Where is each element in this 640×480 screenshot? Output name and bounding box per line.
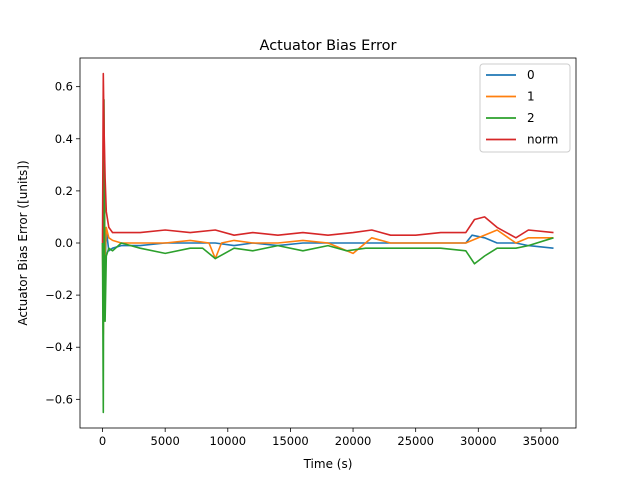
legend-label: 0	[527, 68, 535, 82]
x-tick-label: 5000	[151, 434, 180, 448]
y-tick-label: −0.2	[45, 288, 73, 302]
y-tick-label: 0.4	[55, 132, 73, 146]
legend-label: 2	[527, 111, 535, 125]
x-tick-label: 35000	[523, 434, 560, 448]
chart-title: Actuator Bias Error	[260, 38, 397, 54]
y-tick-label: −0.6	[45, 392, 73, 406]
x-tick-label: 20000	[335, 434, 372, 448]
y-tick-label: 0.6	[55, 80, 73, 94]
series-line-component-1	[101, 164, 554, 336]
x-tick-label: 10000	[210, 434, 247, 448]
y-tick-label: 0.2	[55, 184, 73, 198]
x-tick-label: 25000	[397, 434, 434, 448]
series-layer	[101, 72, 554, 414]
plot-area	[101, 72, 554, 414]
legend-label: 1	[527, 90, 535, 104]
legend-box	[479, 63, 571, 153]
legend: 0 1 2 norm	[479, 63, 571, 153]
y-axis-label: Actuator Bias Error ([units])	[16, 160, 30, 325]
y-axis: −0.6 −0.4 −0.2 0.0 0.2 0.4 0.6	[45, 80, 80, 406]
x-tick-label: 30000	[460, 434, 497, 448]
series-line-norm	[101, 72, 554, 244]
x-tick-label: 15000	[272, 434, 309, 448]
y-tick-label: −0.4	[45, 340, 73, 354]
y-tick-label: 0.0	[55, 236, 73, 250]
series-line-component-2	[101, 98, 554, 414]
x-tick-label: 0	[99, 434, 106, 448]
legend-label: norm	[527, 133, 558, 147]
x-axis-label: Time (s)	[303, 457, 353, 471]
x-axis: 0 5000 10000 15000 20000 25000 30000 35000	[99, 428, 559, 448]
